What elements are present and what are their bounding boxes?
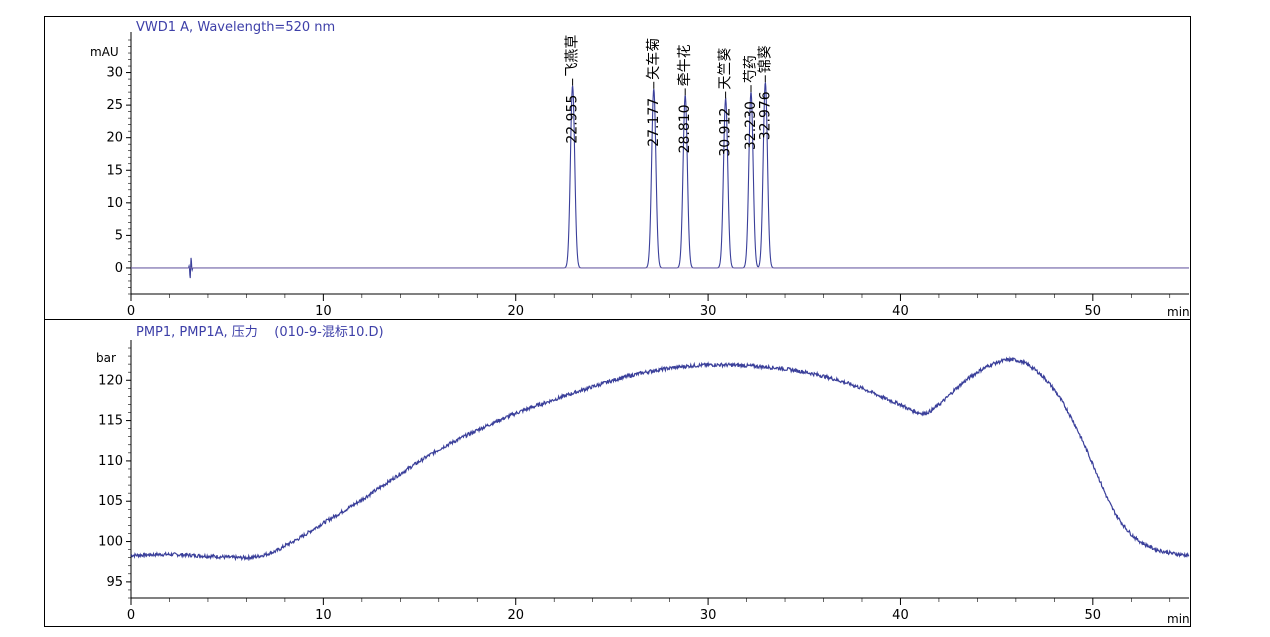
peak-label: 30.912 天竺葵 — [718, 48, 734, 157]
top-y-tick-label: 5 — [115, 228, 123, 243]
peak-retention-time: 28.810 — [677, 104, 693, 153]
peak-compound-name: 飞燕草 — [565, 35, 581, 77]
bottom-x-tick-label: 40 — [892, 608, 909, 623]
top-x-tick-label: 50 — [1085, 304, 1102, 319]
top-x-tick-label: 30 — [700, 304, 717, 319]
bottom-chart-title: PMP1, PMP1A, 压力 (010-9-混标10.D) — [136, 325, 384, 340]
bottom-x-tick-label: 30 — [700, 608, 717, 623]
peak-compound-name: 锦葵 — [756, 45, 773, 73]
bottom-y-tick-label: 95 — [106, 575, 123, 590]
peak-compound-name: 矢车菊 — [645, 38, 662, 80]
bottom-x-unit-label: min — [1167, 612, 1190, 626]
peak-label: 28.810 牵牛花 — [677, 44, 693, 153]
bottom-y-tick-label: 105 — [98, 494, 123, 509]
top-panel-border — [44, 16, 1191, 320]
pressure-trace — [130, 355, 1190, 562]
peak-compound-name: 牵牛花 — [677, 44, 693, 86]
bottom-x-tick-label: 0 — [127, 608, 135, 623]
bottom-panel-border — [44, 319, 1191, 627]
top-y-tick-label: 20 — [106, 131, 123, 146]
bottom-y-tick-label: 115 — [98, 414, 123, 429]
bottom-y-tick-label: 120 — [98, 373, 123, 388]
top-x-tick-label: 40 — [892, 304, 909, 319]
top-y-tick-label: 30 — [106, 66, 123, 81]
top-x-tick-label: 10 — [315, 304, 332, 319]
peak-label: 32.976 锦葵 — [756, 45, 773, 140]
top-y-tick-label: 15 — [106, 163, 123, 178]
bottom-y-unit-label: bar — [96, 351, 116, 365]
top-chart-axes: 0 5 10 15 20 25 30 0 10 20 30 40 50 — [106, 32, 1189, 319]
bottom-x-tick-label: 20 — [507, 608, 524, 623]
peak-retention-time: 32.230 — [743, 101, 759, 150]
bottom-x-tick-label: 10 — [315, 608, 332, 623]
bottom-y-tick-label: 100 — [98, 535, 123, 550]
peak-compound-name: 芍药 — [743, 55, 759, 83]
peak-retention-time: 30.912 — [718, 108, 734, 157]
top-chart-title: VWD1 A, Wavelength=520 nm — [136, 20, 335, 35]
peak-label: 32.230 芍药 — [743, 55, 759, 150]
peak-retention-time: 22.955 — [565, 95, 581, 144]
top-y-tick-label: 25 — [106, 98, 123, 113]
bottom-x-tick-label: 50 — [1085, 608, 1102, 623]
top-y-tick-label: 10 — [106, 196, 123, 211]
peak-label: 22.955 飞燕草 — [565, 35, 581, 144]
top-chart-plot: 22.955 飞燕草 27.177 矢车菊 28.810 牵牛花 30.912 天竺葵 32.2… — [131, 35, 1189, 279]
peak-compound-name: 天竺葵 — [718, 48, 734, 90]
top-x-tick-label: 0 — [127, 304, 135, 319]
bottom-chart-axes: 95 100 105 110 115 120 0 10 20 30 40 50 — [98, 340, 1189, 623]
bottom-y-tick-label: 110 — [98, 454, 123, 469]
top-x-tick-label: 20 — [507, 304, 524, 319]
top-y-unit-label: mAU — [90, 45, 119, 59]
peak-retention-time: 32.976 — [757, 91, 773, 140]
top-y-tick-label: 0 — [115, 261, 123, 276]
peak-label: 27.177 矢车菊 — [645, 38, 662, 147]
top-x-unit-label: min — [1167, 305, 1190, 319]
bottom-chart-plot — [130, 355, 1190, 562]
peak-retention-time: 27.177 — [646, 98, 662, 147]
